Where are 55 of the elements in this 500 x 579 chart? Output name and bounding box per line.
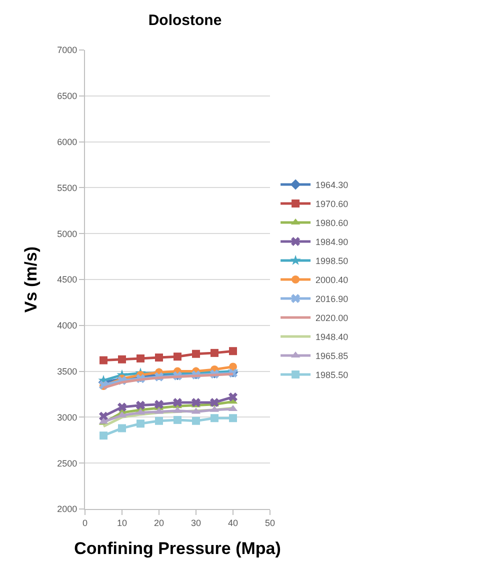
- point: [117, 402, 127, 412]
- legend-label: 2016.90: [316, 294, 348, 304]
- legend-label: 2020.00: [316, 313, 348, 324]
- point: [155, 416, 163, 425]
- x-tick-label: 0: [82, 518, 88, 528]
- legend-label: 1984.90: [316, 237, 348, 248]
- legend-label: 1948.40: [316, 332, 348, 342]
- point: [174, 416, 182, 424]
- point: [210, 398, 220, 408]
- x-tick-label: 10: [116, 518, 128, 528]
- point: [154, 400, 164, 409]
- point: [210, 414, 218, 422]
- point: [136, 400, 146, 410]
- point: [172, 398, 182, 408]
- legend-label: 1970.60: [316, 199, 348, 210]
- y-tick-label: 7000: [57, 45, 78, 56]
- point: [136, 420, 144, 428]
- legend-label: 1985.50: [316, 370, 348, 380]
- x-tick-label: 50: [264, 518, 276, 528]
- point: [118, 424, 126, 432]
- point: [191, 398, 201, 408]
- y-tick-label: 3500: [57, 366, 78, 376]
- point: [229, 347, 237, 356]
- chart-title: Dolostone: [148, 12, 222, 29]
- y-tick-label: 6500: [57, 91, 78, 102]
- legend-label: 1998.50: [316, 256, 348, 266]
- x-axis-title: Confining Pressure (Mpa): [74, 539, 281, 558]
- point: [210, 348, 218, 357]
- y-tick-label: 5500: [57, 182, 78, 193]
- point: [136, 354, 144, 362]
- y-tick-label: 6000: [57, 136, 78, 147]
- point: [98, 412, 108, 421]
- point: [192, 416, 200, 425]
- y-axis-title: Vs (m/s): [22, 246, 41, 313]
- legend-label: 2000.40: [316, 275, 348, 286]
- y-tick-label: 2000: [57, 504, 78, 514]
- x-tick-label: 20: [154, 518, 164, 528]
- x-tick-label: 40: [228, 518, 238, 528]
- x-tick-label: 30: [190, 518, 202, 528]
- point: [155, 354, 163, 362]
- y-tick-label: 4500: [57, 274, 78, 285]
- point: [100, 432, 108, 440]
- y-tick-label: 4000: [57, 320, 78, 331]
- point: [118, 355, 126, 364]
- point: [174, 352, 182, 361]
- y-tick-label: 2500: [57, 458, 78, 468]
- y-tick-label: 3000: [57, 412, 78, 422]
- point: [100, 356, 108, 364]
- legend-label: 1964.30: [316, 180, 348, 190]
- legend-label: 1980.60: [316, 218, 348, 228]
- point: [229, 414, 237, 422]
- point: [192, 350, 200, 358]
- legend-label: 1965.85: [316, 351, 348, 362]
- point: [228, 392, 238, 402]
- y-tick-label: 5000: [57, 228, 78, 239]
